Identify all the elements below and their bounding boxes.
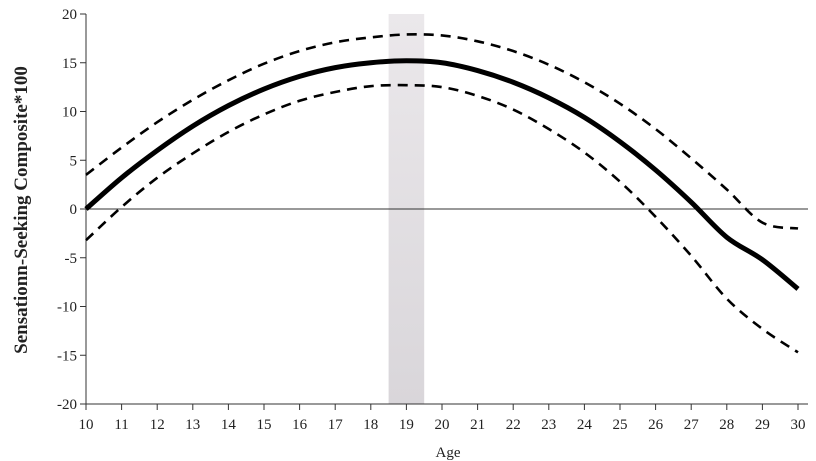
y-tick-label: 10 bbox=[62, 105, 77, 121]
y-tick-label: -5 bbox=[65, 251, 78, 267]
x-tick-label: 13 bbox=[185, 417, 200, 433]
axes-layer bbox=[80, 13, 808, 410]
x-tick-label: 10 bbox=[79, 417, 94, 433]
x-tick-label: 16 bbox=[292, 417, 308, 433]
x-tick-label: 11 bbox=[114, 417, 128, 433]
x-tick-label: 27 bbox=[684, 417, 700, 433]
series-layer bbox=[84, 33, 800, 354]
x-tick-label: 30 bbox=[791, 417, 806, 433]
y-tick-label: -10 bbox=[57, 300, 77, 316]
x-tick-label: 14 bbox=[221, 417, 237, 433]
x-tick-label: 12 bbox=[150, 417, 165, 433]
x-tick-label: 25 bbox=[613, 417, 628, 433]
y-tick-label: -15 bbox=[57, 348, 77, 364]
x-tick-label: 17 bbox=[328, 417, 344, 433]
y-tick-label: 5 bbox=[70, 153, 78, 169]
estimate-line bbox=[84, 58, 800, 291]
tick-labels-layer: -20 -15 -10 -5 0 5 10 15 20 10 11 12 13 14 15 16 17 18 19 2… bbox=[57, 7, 806, 433]
x-tick-label: 20 bbox=[435, 417, 450, 433]
x-tick-label: 26 bbox=[648, 417, 664, 433]
x-tick-label: 21 bbox=[470, 417, 485, 433]
x-axis-title: Age bbox=[436, 445, 461, 461]
x-tick-label: 23 bbox=[541, 417, 556, 433]
y-tick-label: 20 bbox=[62, 7, 77, 23]
x-tick-label: 19 bbox=[399, 417, 414, 433]
y-tick-label: 15 bbox=[62, 56, 77, 72]
y-axis-title: Sensationn-Seeking Composite*100 bbox=[11, 66, 32, 354]
x-tick-label: 24 bbox=[577, 417, 593, 433]
x-tick-label: 28 bbox=[719, 417, 734, 433]
y-tick-label: -20 bbox=[57, 397, 77, 413]
x-tick-label: 18 bbox=[363, 417, 378, 433]
y-tick-label: 0 bbox=[70, 202, 78, 218]
x-tick-label: 22 bbox=[506, 417, 521, 433]
upper-ci-line bbox=[85, 33, 799, 230]
x-tick-label: 15 bbox=[257, 417, 272, 433]
x-tick-label: 29 bbox=[755, 417, 770, 433]
